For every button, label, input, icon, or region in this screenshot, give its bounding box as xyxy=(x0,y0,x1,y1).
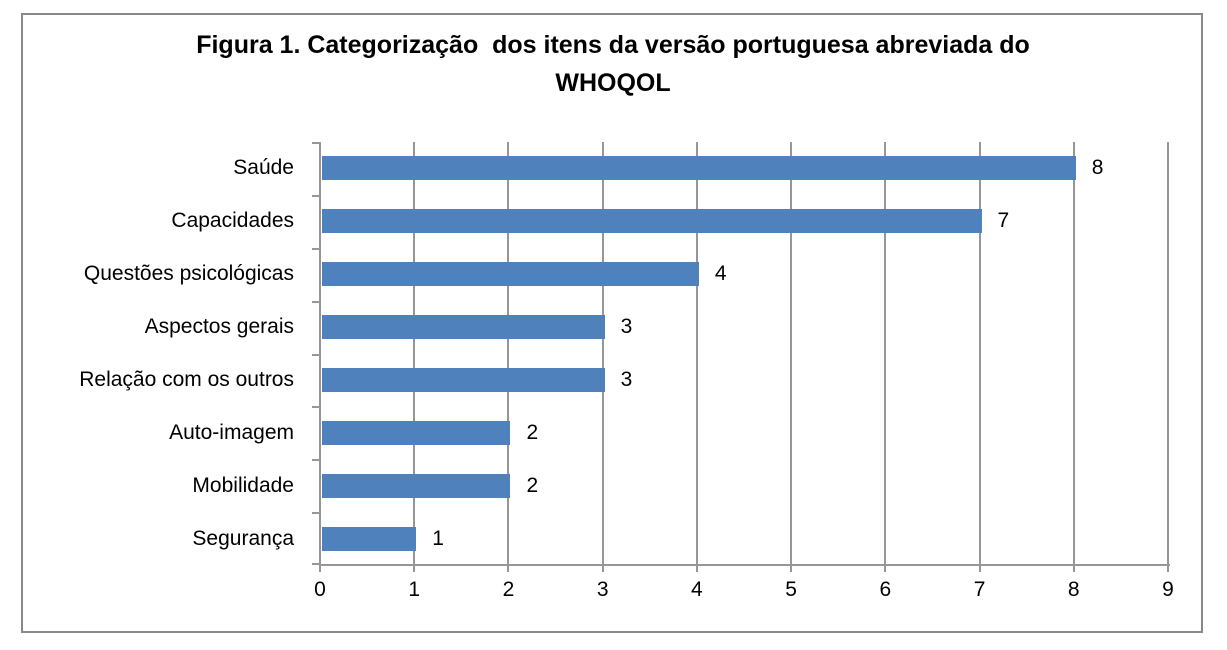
value-label: 4 xyxy=(714,262,727,286)
category-label: Auto-imagem xyxy=(169,420,294,444)
figure-border xyxy=(21,13,1203,633)
category-axis-labels: Saúde Capacidades Questões psicológicas Asp… xyxy=(0,142,306,565)
gridline xyxy=(1072,142,1075,572)
category-label: Aspectos gerais xyxy=(144,315,294,339)
bar-row: 3 xyxy=(320,301,1168,354)
category-label: Saúde xyxy=(233,156,294,180)
bar xyxy=(322,367,605,392)
plot-area: 8 7 4 3 3 2 2 1 xyxy=(312,142,1169,572)
x-tick-label: 4 xyxy=(691,578,703,601)
x-tick-label: 3 xyxy=(596,578,609,601)
x-tick-label: 2 xyxy=(502,578,515,601)
category-label: Relação com os outros xyxy=(79,367,294,391)
x-tick-label: 0 xyxy=(314,578,326,601)
y-axis-tick xyxy=(312,248,320,250)
value-label: 7 xyxy=(997,209,1010,233)
gridline xyxy=(884,142,887,572)
gridline xyxy=(1167,142,1169,572)
bar xyxy=(322,209,982,234)
y-axis-tick xyxy=(312,195,320,197)
bar xyxy=(322,526,417,551)
x-tick-label: 1 xyxy=(408,578,421,601)
x-tick-label: 7 xyxy=(973,578,986,601)
y-axis-tick xyxy=(312,354,320,356)
x-axis-line xyxy=(320,564,1170,566)
x-tick-label: 9 xyxy=(1162,578,1174,601)
bar-row: 2 xyxy=(320,406,1168,459)
bar-row: 1 xyxy=(320,512,1168,565)
value-label: 3 xyxy=(620,367,633,391)
y-axis-tick xyxy=(312,301,320,303)
x-axis-tick-labels: 0 1 2 3 4 5 6 7 8 9 xyxy=(314,578,1174,606)
category-label: Capacidades xyxy=(171,209,294,233)
gridline xyxy=(790,142,793,572)
y-axis-tick xyxy=(312,459,320,461)
chart-title: Figura 1. Categorização dos itens da ver… xyxy=(196,31,1037,97)
bar xyxy=(322,156,1076,181)
bar-row: 7 xyxy=(320,195,1168,248)
x-tick-label: 6 xyxy=(879,578,892,601)
bar-row: 2 xyxy=(320,459,1168,512)
y-axis-tick xyxy=(312,563,320,565)
gridline xyxy=(413,142,416,572)
value-label: 1 xyxy=(432,526,444,550)
bar xyxy=(322,420,511,445)
value-label: 3 xyxy=(620,315,633,339)
category-label: Mobilidade xyxy=(192,473,294,497)
bar xyxy=(322,315,605,340)
value-label: 2 xyxy=(526,420,539,444)
bar-row: 3 xyxy=(320,354,1168,407)
bar xyxy=(322,473,511,498)
gridline xyxy=(507,142,510,572)
y-axis-line xyxy=(319,142,321,572)
bar-row: 8 xyxy=(320,142,1168,195)
value-label: 2 xyxy=(526,473,539,497)
bar xyxy=(322,262,699,287)
gridline xyxy=(695,142,698,572)
gridline xyxy=(601,142,604,572)
gridline xyxy=(978,142,981,572)
value-label: 8 xyxy=(1091,156,1104,180)
y-axis-tick xyxy=(312,512,320,514)
y-axis-tick xyxy=(312,406,320,408)
x-tick-label: 5 xyxy=(785,578,797,601)
bar-row: 4 xyxy=(320,248,1168,301)
category-label: Questões psicológicas xyxy=(83,262,294,286)
y-axis-tick xyxy=(312,142,320,144)
x-tick-label: 8 xyxy=(1067,578,1080,601)
category-label: Segurança xyxy=(192,526,294,550)
